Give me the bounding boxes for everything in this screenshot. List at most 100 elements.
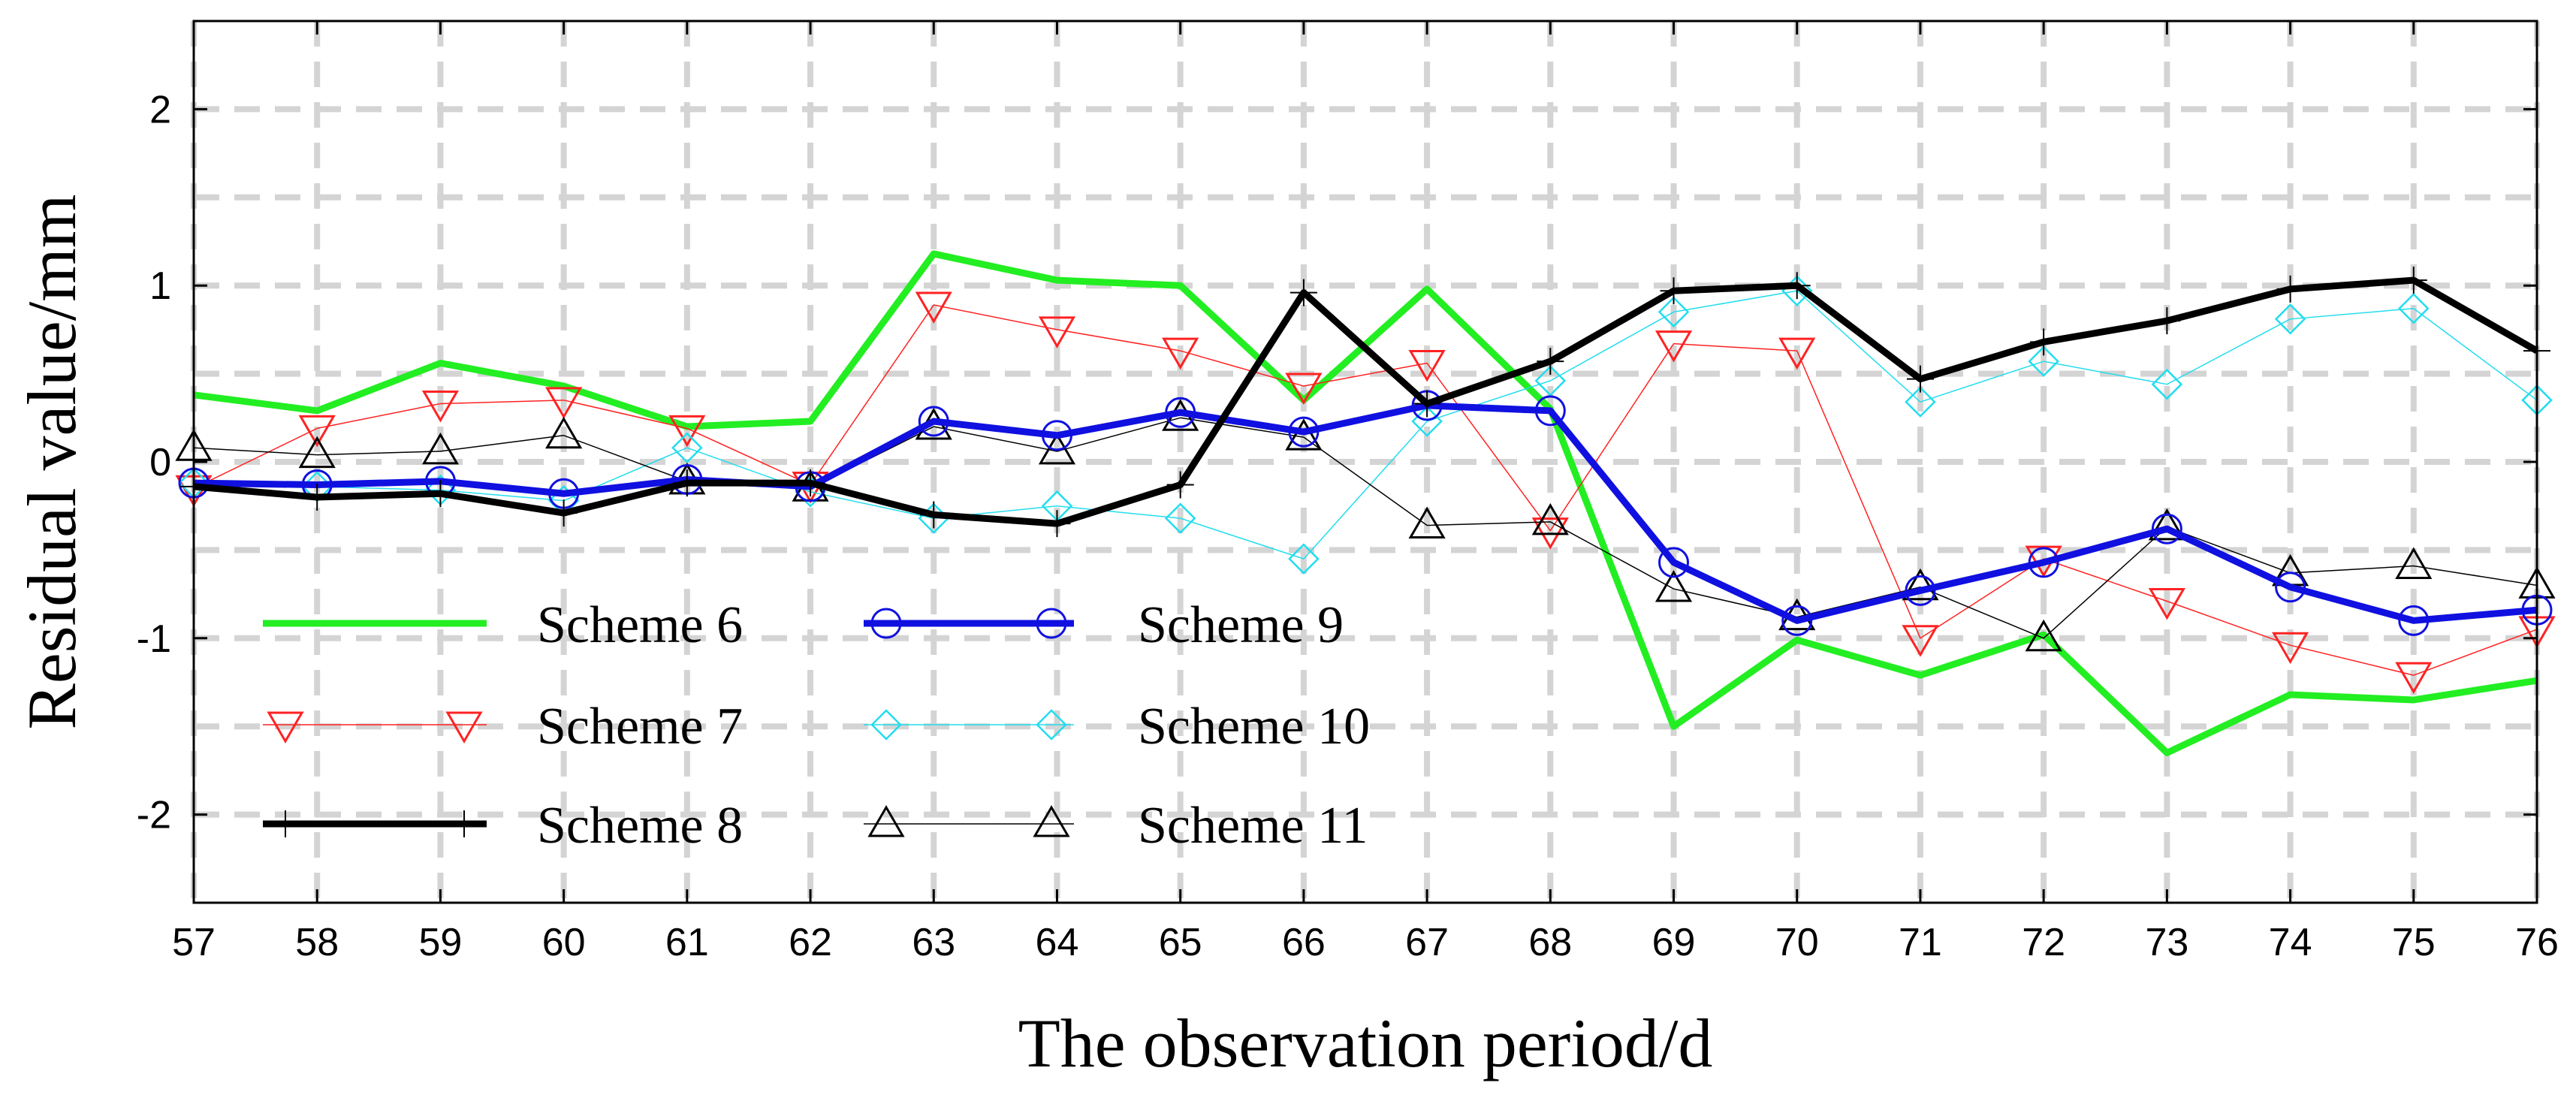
x-tick-label: 63 [912,921,955,964]
data-point [2275,572,2306,603]
legend-label: Scheme 11 [1138,797,1368,855]
data-point [2028,345,2059,377]
data-point [2271,632,2309,665]
y-tick-label: 2 [149,88,171,131]
data-point [2398,605,2430,636]
x-tick-label: 67 [1405,921,1449,964]
data-point [2395,662,2433,695]
data-point [1534,365,1567,397]
x-tick-label: 70 [1775,921,1819,964]
legend-marker [451,810,478,837]
data-point [797,469,825,497]
legend-marker [1036,608,1067,639]
legend-marker [445,711,483,744]
data-point [298,436,336,469]
data-point [2025,619,2062,652]
y-tick-label: -2 [137,794,171,837]
data-point [1902,625,1939,657]
data-point [1778,337,1816,370]
legend-marker [272,810,299,837]
series-line [193,402,2538,624]
tick-layer: 57 58 59 60 61 62 63 64 65 66 67 68 69 70 71 72 73 74 75 76… [137,21,2559,964]
legend-marker [870,709,902,741]
legend-marker [267,711,304,744]
legend-item-scheme-7: Scheme 7 [263,698,743,756]
data-point [1906,365,1934,393]
data-point [1043,510,1071,538]
data-point [1905,386,1936,418]
y-tick-label: -1 [137,617,171,661]
data-point [1902,568,1939,601]
x-tick-label: 74 [2269,921,2312,964]
series-line [193,417,2538,639]
data-point [1165,397,1196,428]
legend-item-scheme-11: Scheme 11 [864,797,1368,855]
data-point [2148,587,2185,620]
data-point [421,391,460,423]
data-point [1285,373,1323,406]
x-tick-label: 61 [665,921,709,964]
data-point [1408,350,1446,382]
data-point [2274,303,2306,335]
data-point [920,501,948,529]
legend: Scheme 6 Scheme 7 Scheme 8 Scheme 9 Scheme 1… [263,596,1370,855]
data-point [1288,416,1320,448]
data-point [1041,420,1072,451]
data-point [1290,279,1317,306]
data-point [545,416,583,449]
data-point [918,406,949,437]
y-axis-title: Residual value/mm [14,195,90,730]
data-point [1408,506,1446,539]
x-tick-label: 65 [1159,921,1202,964]
x-tick-label: 57 [172,921,216,964]
data-point [1038,432,1076,465]
data-point [1660,277,1688,305]
data-point [1781,605,1813,636]
data-point [2398,292,2430,324]
legend-item-scheme-10: Scheme 10 [864,698,1370,756]
data-point [1534,395,1566,427]
data-point [673,469,701,497]
legend-label: Scheme 9 [1138,596,1344,654]
data-point [2151,513,2182,544]
data-point [1166,471,1194,499]
x-tick-label: 69 [1652,921,1696,964]
legend-label: Scheme 7 [537,698,743,756]
data-point [1531,502,1569,535]
data-point [1038,316,1076,348]
data-point [2030,328,2058,356]
x-tick-label: 75 [2392,921,2436,964]
series-line [193,276,2539,527]
data-point [421,432,460,465]
x-tick-label: 71 [1899,921,1942,964]
data-point [2148,508,2185,541]
data-point [550,499,578,527]
data-point [1654,570,1693,602]
data-point [1537,348,1564,376]
legend-marker [867,805,905,837]
legend-item-scheme-9: Scheme 9 [864,596,1344,654]
data-point [298,415,336,448]
legend-marker [1036,709,1067,741]
legend-label: Scheme 8 [537,797,743,855]
x-tick-label: 73 [2145,921,2188,964]
x-tick-label: 62 [789,921,832,964]
x-tick-label: 72 [2022,921,2065,964]
data-point [1164,502,1196,534]
data-point [1654,330,1693,363]
data-point [1288,543,1320,575]
x-tick-label: 76 [2515,921,2559,964]
legend-label: Scheme 10 [1138,698,1370,756]
data-point [1413,390,1441,418]
legend-item-scheme-6: Scheme 6 [263,596,743,654]
x-tick-label: 60 [542,921,586,964]
series-line [193,304,2538,676]
y-tick-label: 1 [149,264,171,308]
data-point [2395,547,2433,580]
data-point [2276,275,2304,303]
data-point [915,291,952,324]
legend-item-scheme-8: Scheme 8 [263,797,743,855]
data-point [1658,547,1690,578]
x-axis-title: The observation period/d [1018,1005,1713,1081]
data-point [545,387,583,419]
